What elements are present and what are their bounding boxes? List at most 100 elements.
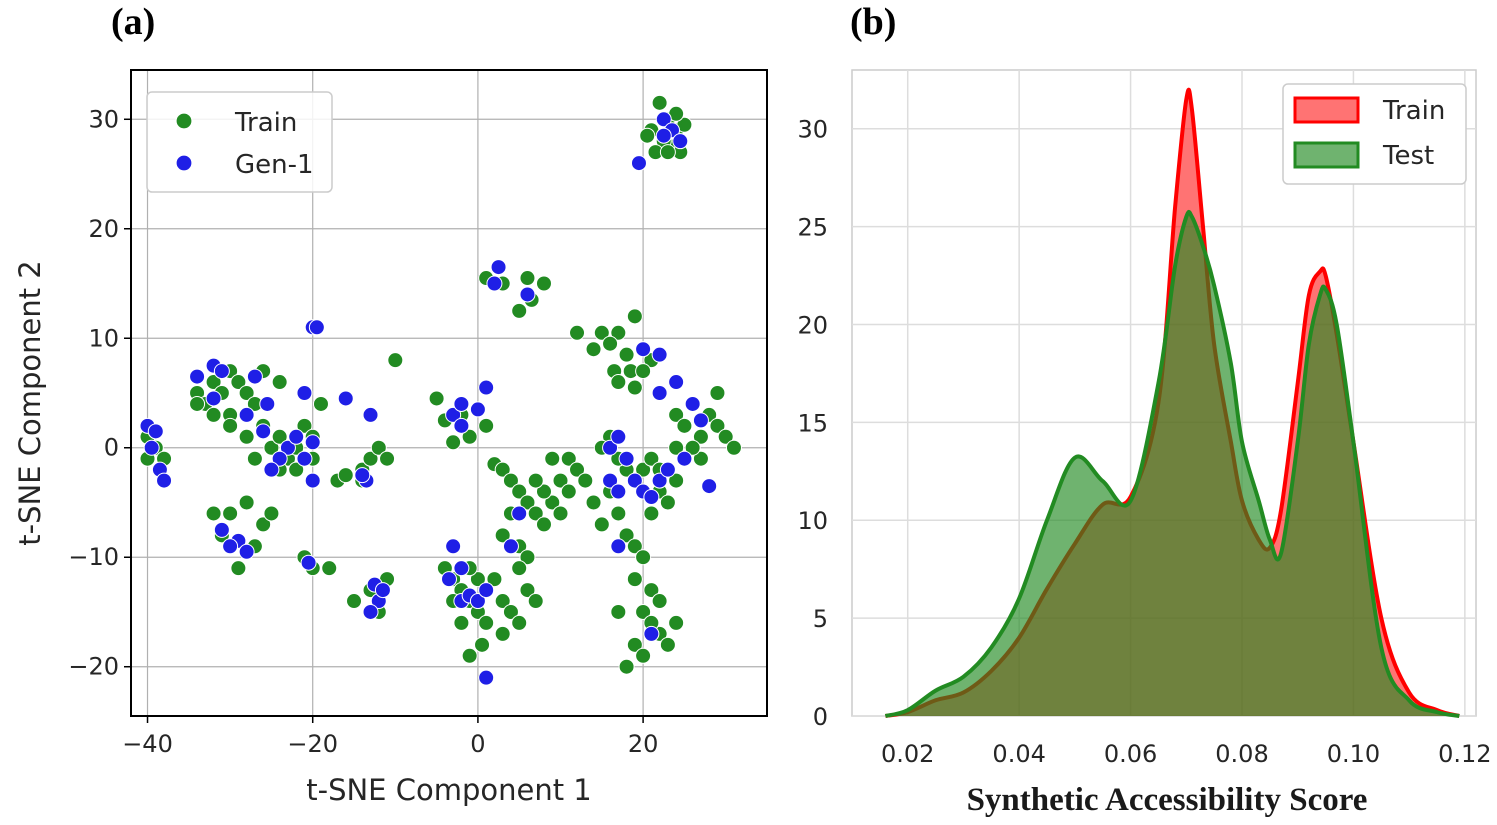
- legend-swatch-test: [1293, 141, 1360, 169]
- scatter-y-tick-label: 10: [88, 324, 119, 352]
- train-point: [238, 494, 255, 511]
- train-point: [362, 450, 379, 467]
- scatter-chart: −40 −20 0 20 −20 −10 0 10 20 30 t-SNE Component …: [13, 69, 768, 807]
- density-x-axis-label: Synthetic Accessibility Score: [967, 782, 1368, 818]
- train-point: [346, 593, 363, 610]
- train-point: [676, 417, 693, 434]
- train-point: [569, 324, 586, 341]
- gen1-point: [635, 341, 652, 358]
- train-point: [461, 428, 478, 445]
- train-point: [668, 406, 685, 423]
- train-point: [618, 658, 635, 675]
- gen1-point: [453, 560, 470, 577]
- legend-label-train: Train: [234, 108, 297, 138]
- train-point: [288, 461, 305, 478]
- legend-label-gen1: Gen-1: [235, 150, 314, 180]
- scatter-x-tick-label: 0: [470, 730, 485, 758]
- train-point: [469, 571, 486, 588]
- gen1-point: [205, 390, 222, 407]
- scatter-y-tick-label: −10: [68, 543, 119, 571]
- gen1-point: [469, 593, 486, 610]
- scatter-y-tick-label: 20: [88, 215, 119, 243]
- train-point: [205, 505, 222, 522]
- train-point: [593, 516, 610, 533]
- density-y-tick-label: 20: [797, 311, 828, 339]
- gen1-point: [238, 543, 255, 560]
- train-point: [478, 417, 495, 434]
- train-point: [387, 352, 404, 369]
- density-x-tick-label: 0.06: [1104, 740, 1157, 768]
- density-y-ticks: 0 5 10 15 20 25 30: [797, 116, 828, 731]
- gen1-point: [453, 395, 470, 412]
- density-y-tick-label: 5: [813, 605, 828, 633]
- train-point: [474, 636, 491, 653]
- train-point: [519, 582, 536, 599]
- scatter-x-tick-label: −20: [287, 730, 338, 758]
- train-point: [618, 346, 635, 363]
- train-point: [527, 505, 544, 522]
- scatter-x-axis-label: t-SNE Component 1: [306, 773, 592, 807]
- scatter-legend-box: [146, 91, 333, 193]
- gen1-point: [701, 478, 718, 495]
- train-point: [643, 582, 660, 599]
- train-point: [717, 428, 734, 445]
- gen1-point: [651, 346, 668, 363]
- density-y-tick-label: 10: [797, 507, 828, 535]
- legend-label-density-train: Train: [1382, 96, 1445, 126]
- train-point: [643, 505, 660, 522]
- gen1-point: [676, 450, 693, 467]
- gen1-point: [490, 259, 507, 276]
- train-point: [569, 461, 586, 478]
- train-point: [519, 549, 536, 566]
- legend-label-density-test: Test: [1382, 141, 1434, 171]
- train-point: [486, 571, 503, 588]
- train-point: [659, 494, 676, 511]
- train-point: [626, 636, 643, 653]
- density-y-tick-label: 25: [797, 214, 828, 242]
- gen1-point: [502, 538, 519, 555]
- train-point: [189, 395, 206, 412]
- train-point: [639, 127, 656, 144]
- train-point: [544, 494, 561, 511]
- gen1-point: [651, 472, 668, 489]
- train-point: [552, 472, 569, 489]
- gen1-point: [213, 363, 230, 380]
- train-point: [502, 603, 519, 620]
- gen1-point: [610, 428, 627, 445]
- train-point: [205, 374, 222, 391]
- gen1-point: [308, 319, 325, 336]
- legend-marker-train: [175, 112, 193, 130]
- train-point: [511, 614, 528, 631]
- train-point: [271, 428, 288, 445]
- train-point: [478, 614, 495, 631]
- train-point: [527, 472, 544, 489]
- train-point: [585, 341, 602, 358]
- train-point: [255, 516, 272, 533]
- gen1-point: [643, 625, 660, 642]
- train-point: [544, 450, 561, 467]
- train-point: [635, 363, 652, 380]
- gen1-point: [651, 385, 668, 401]
- gen1-point: [213, 521, 230, 538]
- gen1-point: [259, 395, 276, 412]
- train-point: [651, 94, 668, 111]
- train-point: [635, 647, 652, 664]
- gen1-point: [610, 483, 627, 500]
- train-point: [238, 428, 255, 445]
- scatter-y-tick-label: 30: [88, 105, 119, 133]
- gen1-point: [672, 133, 689, 150]
- train-point: [635, 461, 652, 478]
- train-point: [246, 450, 263, 467]
- gen1-point: [304, 434, 321, 451]
- train-point: [668, 614, 685, 631]
- train-point: [222, 417, 239, 434]
- scatter-y-axis-label: t-SNE Component 2: [13, 260, 47, 546]
- scatter-y-tick-label: −20: [68, 653, 119, 681]
- train-point: [535, 275, 552, 292]
- train-point: [535, 516, 552, 533]
- train-point: [668, 439, 685, 456]
- gen1-point: [222, 538, 239, 555]
- gen1-point: [300, 554, 317, 571]
- gen1-point: [655, 127, 672, 144]
- gen1-point: [374, 582, 391, 599]
